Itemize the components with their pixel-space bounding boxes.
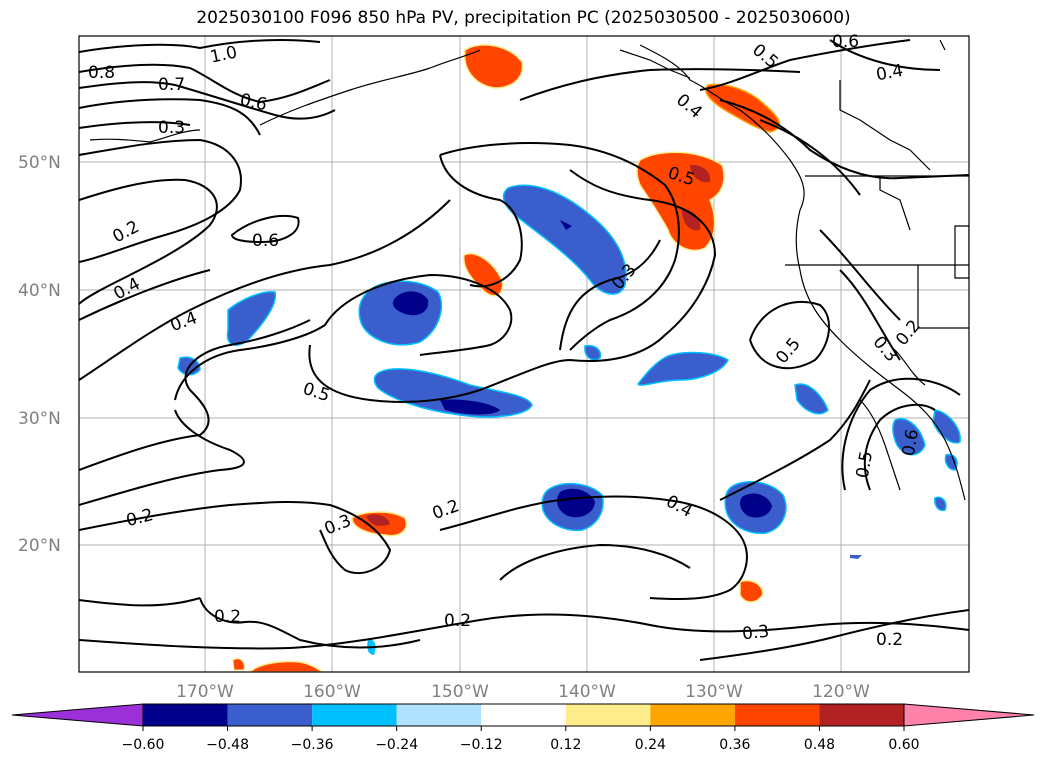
map-border	[78, 35, 970, 673]
lon-label-170w: 170°W	[176, 682, 234, 702]
colorbar-extend-low	[11, 703, 144, 727]
colorbar-segment	[396, 704, 482, 726]
lon-label-150w: 150°W	[431, 682, 489, 702]
colorbar-tick-label: 0.24	[635, 737, 666, 753]
contour-label: 0.2	[214, 607, 241, 627]
pv-contours	[79, 39, 969, 661]
lat-label-50n: 50°N	[18, 153, 61, 173]
colorbar-tick-label: 0.60	[888, 737, 919, 753]
lat-label-30n: 30°N	[18, 409, 61, 429]
colorbar: −0.60 −0.48 −0.36 −0.24 −0.12 0.12 0.24 0.36 0.4…	[11, 703, 1035, 753]
contour-label: 0.7	[158, 75, 185, 95]
contour-label: 0.4	[875, 61, 905, 85]
contour-label: 0.6	[899, 428, 923, 458]
latitude-labels: 50°N 40°N 30°N 20°N	[18, 153, 61, 556]
lat-label-40n: 40°N	[18, 281, 61, 301]
contour-label: 0.2	[444, 611, 471, 631]
contour-label: 0.8	[88, 63, 115, 83]
lon-label-120w: 120°W	[812, 682, 870, 702]
colorbar-tick-label: 0.12	[550, 737, 581, 753]
contour-label: 0.6	[252, 231, 279, 251]
negative-precip-shading	[177, 184, 961, 655]
lon-label-140w: 140°W	[558, 682, 616, 702]
contour-label: 0.5	[853, 450, 877, 480]
colorbar-segment	[227, 704, 313, 726]
colorbar-segment	[143, 704, 228, 726]
colorbar-segment	[481, 704, 566, 726]
colorbar-segment	[312, 704, 397, 726]
colorbar-segment	[565, 704, 651, 726]
colorbar-tick-label: −0.48	[206, 737, 249, 753]
colorbar-border	[142, 703, 905, 727]
colorbar-tick-label: −0.36	[291, 737, 334, 753]
lon-label-130w: 130°W	[685, 682, 743, 702]
colorbar-segment	[650, 704, 735, 726]
colorbar-extend-high	[903, 703, 1035, 727]
contour-label: 0.2	[876, 630, 903, 650]
contour-label: 0.3	[158, 118, 185, 138]
colorbar-tick-label: 0.48	[804, 737, 835, 753]
colorbar-tick-label: 0.36	[719, 737, 750, 753]
map-title: 2025030100 F096 850 hPa PV, precipitatio…	[196, 8, 851, 28]
colorbar-tick-label: −0.12	[460, 737, 503, 753]
colorbar-segment	[734, 704, 820, 726]
lon-label-160w: 160°W	[303, 682, 361, 702]
colorbar-tick-label: −0.24	[375, 737, 418, 753]
contour-label: 0.3	[741, 622, 770, 645]
coastlines	[89, 39, 969, 501]
colorbar-tick-label: −0.60	[122, 737, 165, 753]
longitude-labels: 170°W 160°W 150°W 140°W 130°W 120°W	[176, 682, 870, 702]
map-area	[79, 36, 969, 672]
contour-label: 0.6	[832, 32, 859, 52]
colorbar-segment	[819, 704, 904, 726]
lat-label-20n: 20°N	[18, 536, 61, 556]
